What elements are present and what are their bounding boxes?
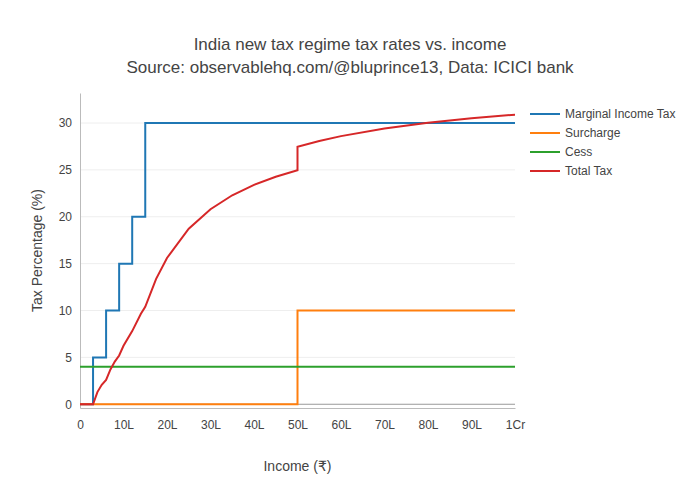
y-tick: 30 [59,116,80,130]
y-tick-label: 0 [65,398,72,412]
x-tick-label: 0 [77,418,84,432]
y-axis-line [80,94,81,409]
legend-label: Cess [565,145,592,159]
x-tick-label: 1Cr [506,418,525,432]
y-tick-label: 30 [59,116,73,130]
x-tick: 70L [375,408,395,432]
legend-label: Surcharge [565,126,621,140]
x-tick: 90L [462,408,482,432]
series-line [80,366,515,368]
x-tick: 50L [288,408,308,432]
x-tick: 40L [244,408,264,432]
x-tick: 1Cr [506,408,525,432]
y-tick: 5 [65,351,80,365]
x-tick-label: 70L [375,418,395,432]
legend-swatch [530,170,560,172]
y-tick: 0 [65,398,80,412]
y-tick: 15 [59,257,80,271]
x-tick-label: 10L [114,418,134,432]
y-tick-label: 5 [65,351,72,365]
x-tick-label: 90L [462,418,482,432]
legend-swatch [530,113,560,115]
title: India new tax regime tax rates vs. incom… [194,35,507,54]
legend-label: Total Tax [565,164,612,178]
y-tick: 10 [59,304,80,318]
legend-swatch [530,151,560,153]
x-axis: 0 10L 20L 30L 40L 50L 60L 70L 80L 90L 1Cr [77,408,525,432]
x-tick-label: 80L [418,418,438,432]
legend-swatch [530,132,560,134]
x-tick: 0 [77,408,84,432]
x-tick: 80L [418,408,438,432]
x-tick: 10L [114,408,134,432]
legend: Marginal Income Tax Surcharge Cess Total Ta… [530,107,676,178]
x-tick-label: 30L [201,418,221,432]
series-line [80,311,515,405]
x-tick-label: 60L [331,418,351,432]
x-tick-label: 20L [157,418,177,432]
grid-line [80,263,515,264]
series-line [80,115,515,405]
x-axis-line [81,408,516,409]
legend-label: Marginal Income Tax [565,107,676,121]
y-tick: 20 [59,210,80,224]
y-tick: 25 [59,163,80,177]
y-axis: 0 5 10 15 20 25 30 [59,94,81,412]
chart: India new tax regime tax rates vs. incom… [0,0,700,500]
x-tick-label: 50L [288,418,308,432]
y-tick-label: 15 [59,257,73,271]
subtitle: Source: observablehq.com/@bluprince13, D… [126,58,574,77]
y-tick-label: 10 [59,304,73,318]
x-tick: 20L [157,408,177,432]
x-tick-label: 40L [244,418,264,432]
y-tick-label: 20 [59,210,73,224]
plot-area [80,115,515,405]
y-tick-label: 25 [59,163,73,177]
x-tick: 30L [201,408,221,432]
x-axis-title: Income (₹) [263,458,331,474]
x-tick: 60L [331,408,351,432]
y-axis-title: Tax Percentage (%) [29,189,45,312]
